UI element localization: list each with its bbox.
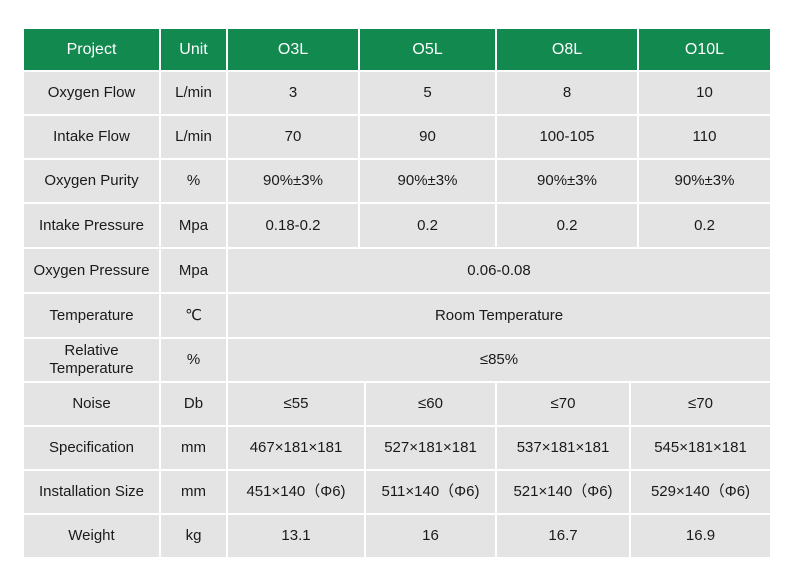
cell-intake-pressure-o5l: 0.2 [360,204,495,247]
header-o10l: O10L [639,29,770,70]
header-o5l: O5L [360,29,495,70]
cell-noise-o8l: ≤70 [497,383,629,425]
row-unit-oxygen-purity: % [161,160,226,202]
cell-oxygen-flow-o10l: 10 [639,72,770,114]
cell-temperature-all: Room Temperature [228,294,770,337]
row-unit-weight: kg [161,515,226,557]
cell-intake-pressure-o3l: 0.18-0.2 [228,204,358,247]
row-label-installation-size: Installation Size [24,471,159,513]
cell-intake-flow-o5l: 90 [360,116,495,158]
cell-weight-o5l: 16 [366,515,495,557]
cell-oxygen-flow-o8l: 8 [497,72,637,114]
cell-oxygen-purity-o10l: 90%±3% [639,160,770,202]
row-unit-noise: Db [161,383,226,425]
header-project: Project [24,29,159,70]
cell-installation-size-o10l: 529×140（Φ6) [631,471,770,513]
row-label-intake-pressure: Intake Pressure [24,204,159,247]
cell-oxygen-purity-o8l: 90%±3% [497,160,637,202]
cell-intake-flow-o8l: 100-105 [497,116,637,158]
header-o8l: O8L [497,29,637,70]
cell-oxygen-flow-o3l: 3 [228,72,358,114]
row-label-oxygen-flow: Oxygen Flow [24,72,159,114]
row-unit-oxygen-pressure: Mpa [161,249,226,292]
cell-noise-o5l: ≤60 [366,383,495,425]
row-label-weight: Weight [24,515,159,557]
cell-intake-flow-o10l: 110 [639,116,770,158]
header-o3l: O3L [228,29,358,70]
cell-noise-o10l: ≤70 [631,383,770,425]
cell-weight-o3l: 13.1 [228,515,364,557]
row-label-noise: Noise [24,383,159,425]
row-label-specification: Specification [24,427,159,469]
row-unit-installation-size: mm [161,471,226,513]
cell-intake-pressure-o10l: 0.2 [639,204,770,247]
row-unit-intake-pressure: Mpa [161,204,226,247]
cell-installation-size-o8l: 521×140（Φ6) [497,471,629,513]
cell-weight-o8l: 16.7 [497,515,629,557]
cell-relative-temperature-all: ≤85% [228,339,770,381]
row-unit-oxygen-flow: L/min [161,72,226,114]
cell-installation-size-o5l: 511×140（Φ6) [366,471,495,513]
cell-specification-o8l: 537×181×181 [497,427,629,469]
row-unit-specification: mm [161,427,226,469]
row-unit-intake-flow: L/min [161,116,226,158]
cell-specification-o3l: 467×181×181 [228,427,364,469]
cell-installation-size-o3l: 451×140（Φ6) [228,471,364,513]
cell-weight-o10l: 16.9 [631,515,770,557]
row-label-temperature: Temperature [24,294,159,337]
header-unit: Unit [161,29,226,70]
cell-intake-flow-o3l: 70 [228,116,358,158]
row-unit-temperature: ℃ [161,294,226,337]
cell-oxygen-purity-o3l: 90%±3% [228,160,358,202]
cell-specification-o5l: 527×181×181 [366,427,495,469]
cell-noise-o3l: ≤55 [228,383,364,425]
row-unit-relative-temperature: % [161,339,226,381]
row-label-oxygen-purity: Oxygen Purity [24,160,159,202]
cell-oxygen-purity-o5l: 90%±3% [360,160,495,202]
row-label-relative-temperature: Relative Temperature [24,339,159,381]
cell-oxygen-flow-o5l: 5 [360,72,495,114]
cell-intake-pressure-o8l: 0.2 [497,204,637,247]
row-label-intake-flow: Intake Flow [24,116,159,158]
row-label-oxygen-pressure: Oxygen Pressure [24,249,159,292]
cell-oxygen-pressure-all: 0.06-0.08 [228,249,770,292]
cell-specification-o10l: 545×181×181 [631,427,770,469]
